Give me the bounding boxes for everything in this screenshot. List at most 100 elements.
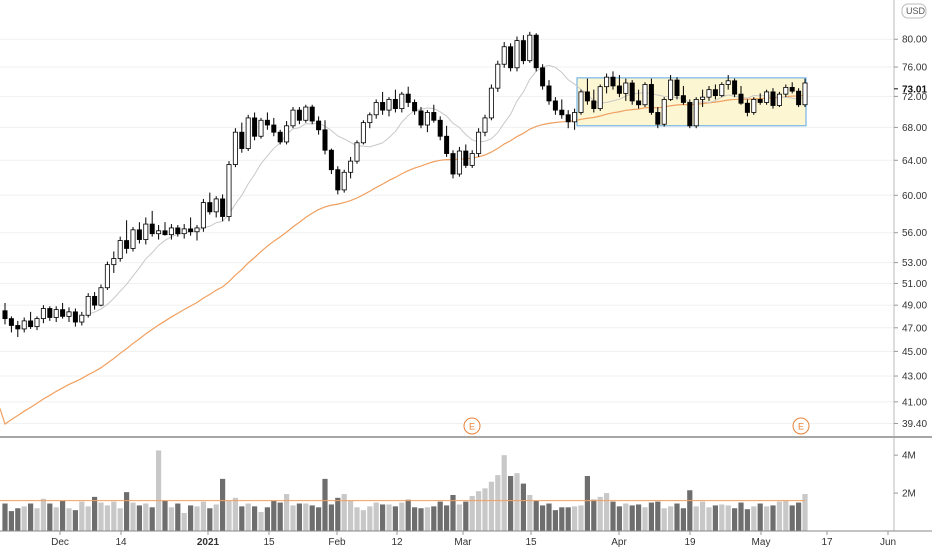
volume-bar (72, 510, 78, 531)
candle (444, 125, 450, 157)
candle (2, 302, 8, 325)
volume-bar (674, 503, 680, 531)
candle (322, 120, 328, 155)
volume-bar (60, 500, 66, 531)
volume-bar (412, 507, 418, 531)
volume-bar (540, 505, 546, 531)
candle-body (725, 80, 731, 85)
candle-body (232, 131, 238, 165)
candle-body (252, 117, 258, 137)
candle (72, 308, 78, 327)
candle (335, 166, 341, 195)
price-tick-label: 39.40 (902, 419, 927, 430)
candle-body (168, 227, 174, 236)
volume-bar (303, 503, 309, 531)
candle-body (540, 67, 546, 87)
volume-bar (85, 506, 91, 531)
candle-body (418, 110, 424, 126)
volume-bar (21, 506, 27, 531)
candle-body (706, 89, 712, 98)
volume-bar (431, 506, 437, 531)
currency-badge[interactable]: USD (901, 3, 927, 19)
volume-bar (213, 504, 219, 531)
price-tick-label: 80.00 (902, 35, 927, 46)
volume-bar (354, 507, 360, 531)
volume-bar (8, 511, 14, 531)
candle-body (399, 93, 405, 109)
time-axis-ticks: Dec 14 2021 15 Feb 12 Mar 15 Apr 19 May 17 Jun (51, 531, 896, 548)
earnings-marker[interactable]: E (792, 417, 810, 435)
candle (104, 261, 110, 290)
time-tick-label: Mar (454, 537, 472, 548)
candle (15, 320, 21, 338)
candle (28, 311, 34, 329)
candle-body (559, 109, 565, 116)
candle (303, 104, 309, 123)
volume-bar (392, 506, 398, 531)
candle (508, 43, 514, 72)
candle (732, 78, 738, 98)
candle (207, 192, 213, 215)
price-grid (0, 38, 894, 424)
time-tick-label: 19 (684, 537, 696, 548)
time-tick-label: 12 (391, 537, 403, 548)
candle (463, 144, 469, 168)
volume-bar (546, 503, 552, 531)
candle (194, 225, 200, 241)
volume-bar (92, 496, 98, 531)
candle-body (776, 93, 782, 106)
volume-bar (610, 501, 616, 531)
time-tick-label: 2021 (197, 537, 220, 548)
earnings-marker[interactable]: E (463, 417, 481, 435)
candle (156, 225, 162, 240)
candle-body (277, 131, 283, 143)
volume-bar (117, 508, 123, 531)
candle-body (412, 102, 418, 112)
candle-body (450, 153, 456, 175)
volume-bar (565, 507, 571, 531)
candle-body (92, 295, 98, 306)
candle-body (796, 90, 802, 106)
candle-body (34, 318, 40, 328)
candle-body (482, 117, 488, 133)
candle-body (757, 99, 763, 103)
earnings-icon (463, 417, 481, 435)
candle-body (322, 129, 328, 151)
volume-bar (725, 505, 731, 531)
price-tick-label: 41.00 (902, 397, 927, 408)
candle-body (674, 79, 680, 97)
price-tick-label: 43.00 (902, 372, 927, 383)
candle (226, 161, 232, 222)
candle-body (405, 93, 411, 103)
candle (744, 99, 750, 117)
candle (405, 86, 411, 108)
volume-bar (34, 508, 40, 531)
candle (719, 82, 725, 98)
candle-body (207, 202, 213, 213)
candle-body (668, 79, 674, 100)
candle-body (309, 106, 315, 122)
volume-bar (220, 478, 226, 531)
candle (680, 85, 686, 105)
candle (239, 122, 245, 153)
volume-bar (476, 491, 482, 531)
candle (328, 148, 334, 175)
candle (610, 71, 616, 90)
currency-badge-text: USD (906, 6, 926, 16)
candle-body (495, 63, 501, 89)
candle (252, 112, 258, 141)
candle (488, 84, 494, 121)
volume-bar (514, 473, 520, 531)
volume-bar (604, 493, 610, 531)
candle-body (578, 91, 584, 113)
volume-bar (284, 494, 290, 531)
candle (783, 84, 789, 98)
time-tick-label: Jun (880, 537, 896, 548)
volume-bar (693, 506, 699, 531)
candle (751, 97, 757, 115)
volume-bar (309, 505, 315, 531)
candle (290, 107, 296, 129)
candle-body (2, 310, 8, 320)
